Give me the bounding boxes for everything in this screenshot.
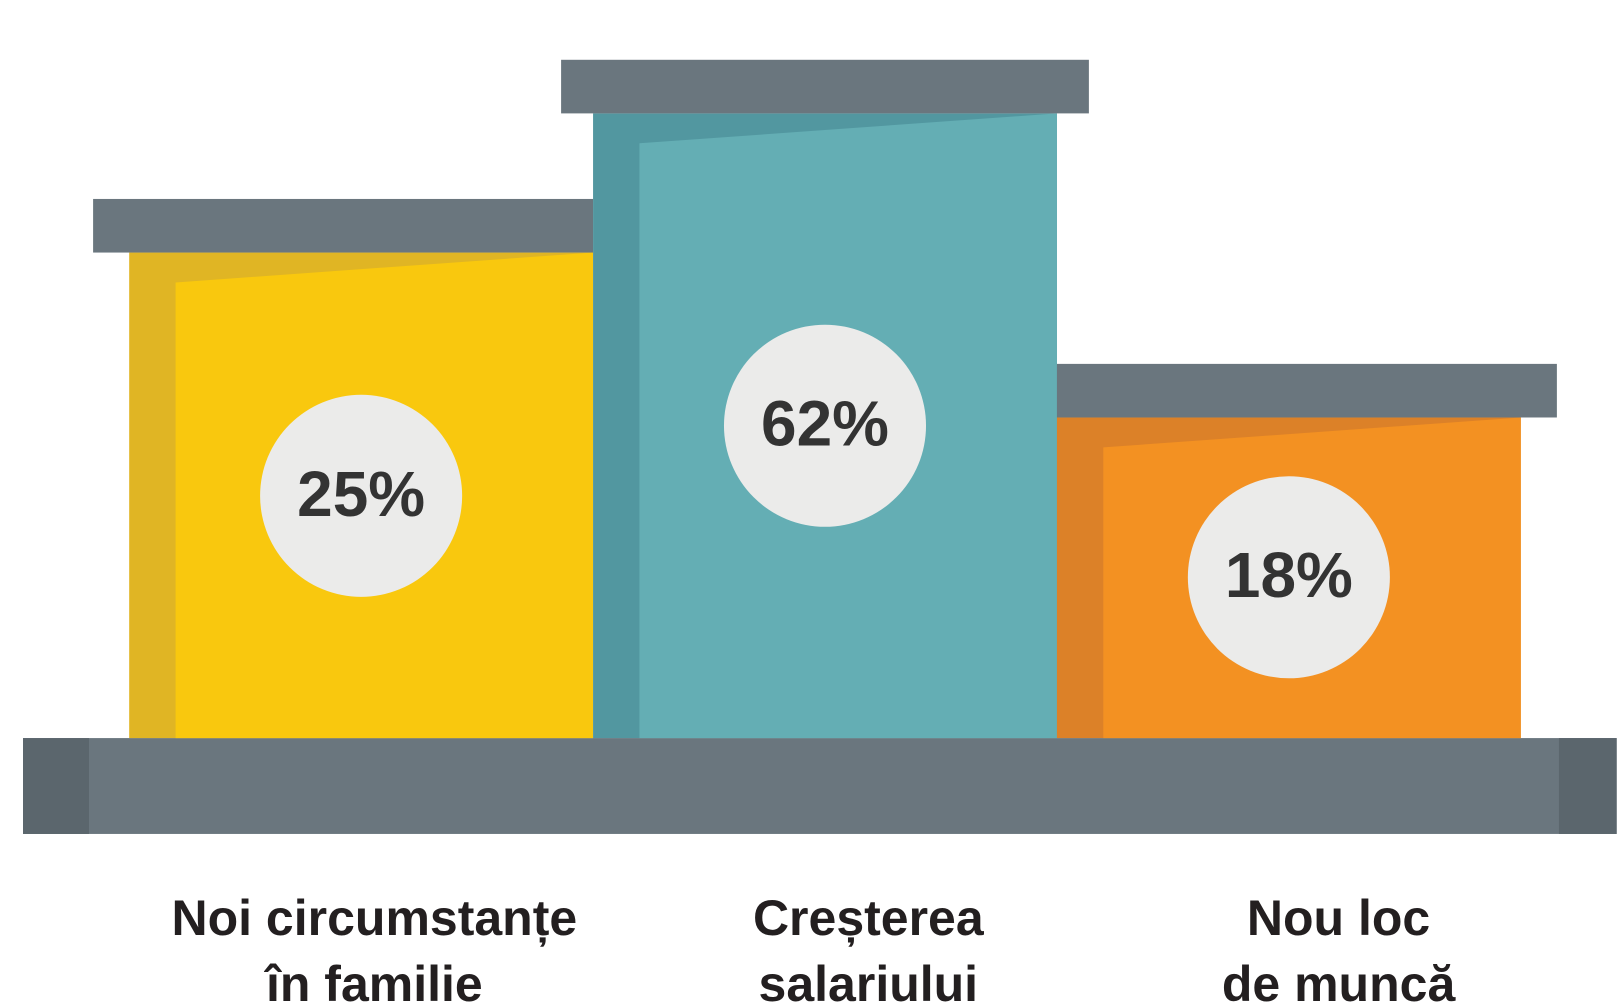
category-label: Creșterea salariului [752,890,984,1003]
value-circle [1187,476,1390,679]
value-label: 25% [297,458,425,530]
value-circle [723,324,927,527]
value-circle [260,394,463,597]
category-label: Nou loc de muncă [1221,890,1456,1003]
podium-cap [561,59,1089,114]
value-label: 62% [761,388,889,460]
podium-cap [93,198,594,253]
base [23,738,1617,834]
value-label: 18% [1225,539,1353,611]
base-end [1558,738,1617,834]
podium-cap [1056,363,1557,418]
base-end [23,738,89,834]
category-label: Noi circumstanțe în familie [171,890,578,1003]
